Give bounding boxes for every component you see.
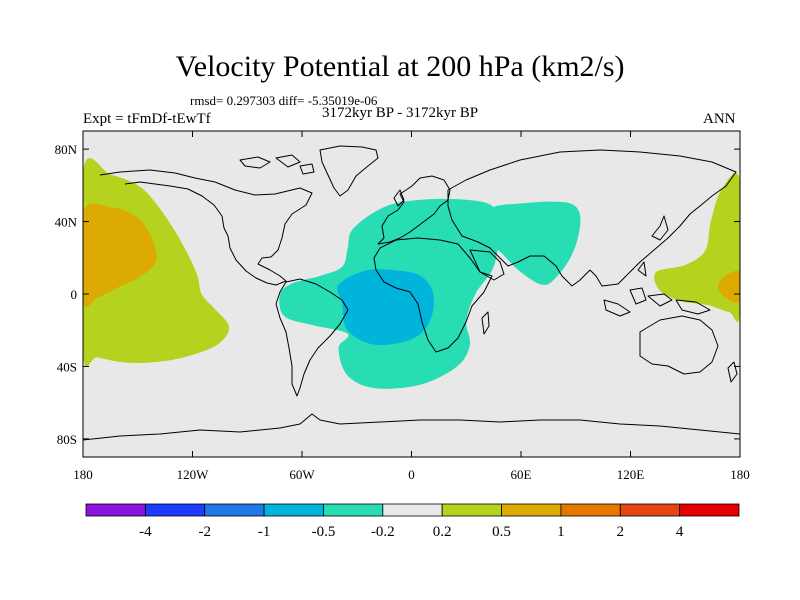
region-pacific-west-positive-mid xyxy=(83,203,157,307)
coastlines xyxy=(83,145,740,441)
y-axis-ticks: 80N 40N 0 40S 80S xyxy=(55,142,740,447)
colorbar-label: -0.5 xyxy=(312,524,336,540)
coastline-madagascar xyxy=(481,311,490,335)
colorbar-box xyxy=(560,503,621,517)
y-tick-label: 80S xyxy=(57,432,77,447)
colorbar-label: -2 xyxy=(198,524,211,540)
period-label: 3172kyr BP - 3172kyr BP xyxy=(322,105,479,121)
colorbar-box xyxy=(501,503,562,517)
colorbar: -4 -2 -1 -0.5 -0.2 0.2 0.5 1 2 4 xyxy=(85,503,740,540)
coastline-north-america xyxy=(99,169,313,286)
y-tick-label: 0 xyxy=(71,287,78,302)
colorbar-label: 4 xyxy=(676,524,684,540)
x-tick-label: 180 xyxy=(730,467,750,482)
coastline-arctic-islands xyxy=(239,154,315,175)
colorbar-box xyxy=(85,503,146,517)
region-atlantic-africa-negative-mid xyxy=(337,269,434,346)
x-tick-label: 0 xyxy=(408,467,415,482)
coastline-europe xyxy=(377,175,451,245)
coastline-arabia xyxy=(469,249,505,281)
region-pacific-east-positive-mid xyxy=(718,270,740,303)
colorbar-label: 0.2 xyxy=(433,524,452,540)
x-tick-label: 60E xyxy=(511,467,532,482)
coastline-africa xyxy=(373,237,493,353)
plot-title: Velocity Potential at 200 hPa (km2/s) xyxy=(175,50,625,83)
x-tick-label: 60W xyxy=(289,467,315,482)
coastline-japan xyxy=(651,215,669,241)
x-tick-label: 120W xyxy=(177,467,210,482)
colorbar-label: 1 xyxy=(557,524,565,540)
x-tick-label: 180 xyxy=(73,467,93,482)
colorbar-box xyxy=(382,503,443,517)
y-tick-label: 80N xyxy=(55,142,78,157)
colorbar-box xyxy=(263,503,324,517)
x-tick-label: 120E xyxy=(617,467,645,482)
colorbar-label: 0.5 xyxy=(492,524,511,540)
colorbar-box xyxy=(144,503,206,517)
colorbar-label: -4 xyxy=(139,524,152,540)
region-asia-negative-low xyxy=(484,201,581,285)
season-label: ANN xyxy=(703,111,736,127)
colorbar-box xyxy=(441,503,502,517)
y-tick-label: 40N xyxy=(55,215,78,230)
colorbar-label: -1 xyxy=(258,524,271,540)
colorbar-label: 2 xyxy=(617,524,625,540)
y-tick-label: 40S xyxy=(57,359,77,374)
colorbar-label: -0.2 xyxy=(371,524,395,540)
x-axis-ticks: 180 120W 60W 0 60E 120E 180 xyxy=(73,131,750,482)
colorbar-box xyxy=(619,503,681,517)
coastline-antarctica xyxy=(83,413,740,441)
coastline-australia xyxy=(639,315,719,375)
coastline-southeast-asia-islands xyxy=(603,261,711,317)
coastline-uk xyxy=(393,189,405,207)
colorbar-box xyxy=(323,503,384,517)
coastline-greenland xyxy=(319,145,379,197)
experiment-label: Expt = tFmDf-tEwTf xyxy=(83,111,211,127)
stats-text: rmsd= 0.297303 diff= -5.35019e-06 xyxy=(190,93,378,108)
coastline-asia xyxy=(447,149,737,287)
coastline-south-america xyxy=(275,278,349,397)
colorbar-box xyxy=(204,503,265,517)
coastline-new-zealand xyxy=(727,361,738,383)
contour-regions xyxy=(83,158,740,389)
colorbar-box xyxy=(679,503,740,517)
